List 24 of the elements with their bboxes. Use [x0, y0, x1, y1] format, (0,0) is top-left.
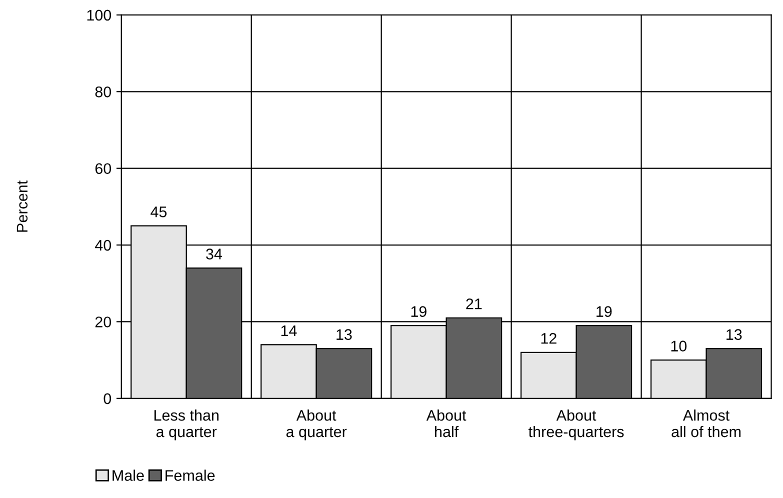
data-label: 34: [206, 248, 222, 260]
y-tick-label: 20: [95, 316, 112, 328]
y-tick-label: 100: [87, 10, 112, 21]
x-tick-label: Less than a quarter: [154, 410, 218, 440]
x-tick-label: About half: [426, 410, 466, 438]
data-label: 14: [281, 325, 297, 336]
data-label: 13: [336, 329, 352, 340]
y-axis-title: Percent: [16, 180, 28, 232]
data-label: 12: [541, 332, 556, 344]
data-label: 21: [466, 298, 482, 310]
x-tick-label: About three-quarters: [528, 410, 624, 440]
legend-label: Female: [166, 470, 215, 481]
x-tick-label: About a quarter: [286, 410, 347, 440]
data-label: 10: [671, 340, 687, 352]
x-tick-label: Almost all of them: [672, 410, 740, 438]
y-tick-label: 40: [95, 240, 112, 251]
y-tick-label: 60: [95, 163, 112, 174]
data-label: 45: [150, 206, 167, 218]
data-label: 13: [726, 329, 742, 340]
y-tick-label: 80: [95, 86, 112, 98]
data-label: 19: [411, 306, 426, 317]
legend-label: Male: [112, 470, 144, 481]
data-label: 19: [596, 306, 612, 317]
y-tick-label: 0: [104, 393, 112, 404]
